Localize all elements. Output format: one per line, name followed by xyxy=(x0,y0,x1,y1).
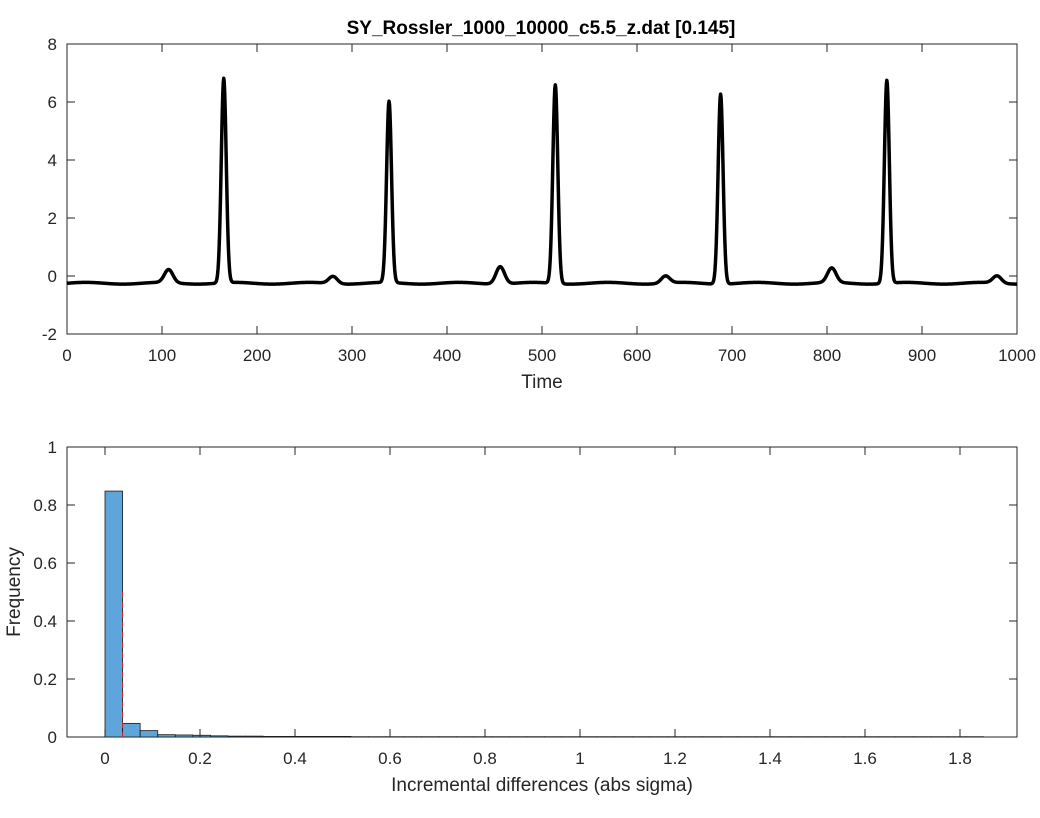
histogram-bar xyxy=(280,736,299,738)
time-series-plot: SY_Rossler_1000_10000_c5.5_z.dat [0.145]… xyxy=(42,18,1036,393)
x-tick-label: 1.8 xyxy=(948,749,972,768)
y-tick-label: 0.8 xyxy=(33,496,57,515)
x-tick-label: 0.8 xyxy=(473,749,497,768)
histogram-bar xyxy=(122,722,141,738)
histogram-bar xyxy=(245,735,264,738)
x-tick-label: 1000 xyxy=(998,346,1036,365)
x-axis-label: Incremental differences (abs sigma) xyxy=(391,775,693,796)
histogram-bar xyxy=(315,736,334,738)
y-tick-label: 4 xyxy=(48,151,57,170)
histogram-bars xyxy=(104,490,985,738)
x-tick-label: 0.2 xyxy=(188,749,212,768)
y-tick-label: -2 xyxy=(42,325,57,344)
histogram-bar xyxy=(174,734,194,738)
axis-ticks xyxy=(67,446,1017,738)
x-tick-label: 300 xyxy=(338,346,366,365)
histogram-plot: 0 0.2 0.4 0.6 0.8 1 1.2 1.4 1.6 1.8 0 0.2 0.4 0.6 0.8… xyxy=(4,438,1018,796)
y-tick-label: 0.2 xyxy=(33,670,57,689)
x-tick-label: 900 xyxy=(908,346,936,365)
x-tick-label: 400 xyxy=(433,346,461,365)
x-tick-label: 600 xyxy=(623,346,651,365)
x-tick-label: 1.2 xyxy=(663,749,687,768)
axis-ticks xyxy=(66,43,1018,335)
x-tick-label: 0.4 xyxy=(283,749,307,768)
x-tick-label: 0 xyxy=(100,749,109,768)
y-tick-labels: -2 0 2 4 6 8 xyxy=(42,35,57,344)
y-tick-label: 8 xyxy=(48,35,57,54)
histogram-bar xyxy=(297,736,317,738)
y-tick-label: 2 xyxy=(48,209,57,228)
x-tick-label: 800 xyxy=(813,346,841,365)
y-tick-label: 0.4 xyxy=(33,612,57,631)
x-tick-label: 0.6 xyxy=(378,749,402,768)
x-tick-labels: 0 100 200 300 400 500 600 700 800 900 1000 xyxy=(62,346,1036,365)
x-tick-label: 1.4 xyxy=(758,749,782,768)
histogram-bar xyxy=(139,730,159,738)
y-axis-label: Frequency xyxy=(4,547,25,637)
histogram-bar xyxy=(262,736,282,738)
histogram-bar xyxy=(333,736,352,738)
plot-area-frame xyxy=(66,43,1018,335)
x-tick-label: 0 xyxy=(62,346,71,365)
x-tick-label: 200 xyxy=(243,346,271,365)
x-tick-labels: 0 0.2 0.4 0.6 0.8 1 1.2 1.4 1.6 1.8 xyxy=(100,749,972,768)
plot-area-frame xyxy=(66,446,1018,738)
chart-title: SY_Rossler_1000_10000_c5.5_z.dat [0.145] xyxy=(347,18,736,39)
x-axis-label: Time xyxy=(521,372,563,393)
x-tick-label: 500 xyxy=(528,346,556,365)
x-tick-label: 1.6 xyxy=(853,749,877,768)
y-tick-label: 0 xyxy=(48,728,57,747)
x-tick-label: 700 xyxy=(718,346,746,365)
histogram-bar xyxy=(104,490,123,738)
y-tick-label: 0.6 xyxy=(33,554,57,573)
histogram-bar xyxy=(192,734,211,738)
y-tick-label: 6 xyxy=(48,93,57,112)
x-tick-label: 100 xyxy=(148,346,176,365)
y-tick-labels: 0 0.2 0.4 0.6 0.8 1 xyxy=(33,438,57,747)
y-tick-label: 0 xyxy=(48,267,57,286)
x-tick-label: 1 xyxy=(575,749,584,768)
histogram-bar xyxy=(210,735,229,738)
time-series-line xyxy=(65,76,1019,286)
histogram-bar xyxy=(227,735,246,738)
y-tick-label: 1 xyxy=(48,438,57,457)
histogram-bar xyxy=(157,734,176,738)
